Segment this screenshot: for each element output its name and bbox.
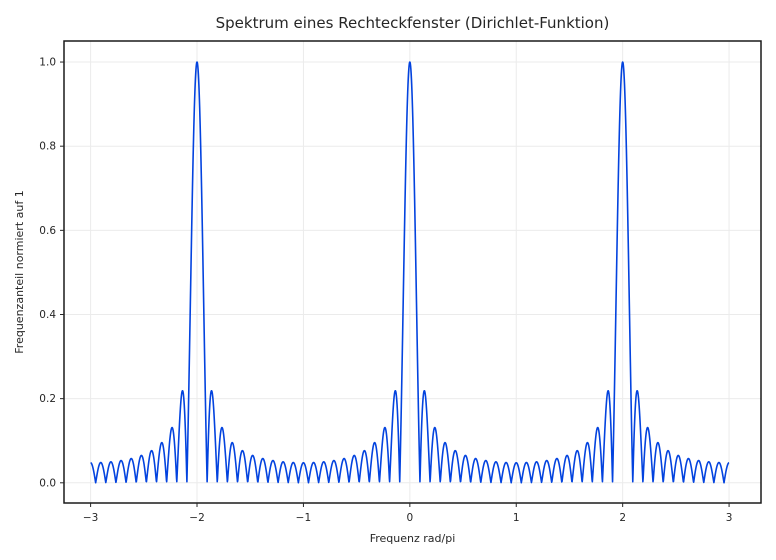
- x-axis: −3 −2 −1 0 1 2 3: [83, 503, 733, 524]
- x-tick-label: 0: [406, 512, 413, 524]
- x-tick-label: −1: [296, 512, 311, 524]
- x-tick-label: −2: [189, 512, 204, 524]
- y-tick-label: 0.4: [39, 309, 56, 321]
- series-line-0: [90, 61, 730, 484]
- y-axis: 0.0 0.2 0.4 0.6 0.8 1.0: [39, 57, 64, 489]
- x-tick-label: 1: [513, 512, 520, 524]
- y-tick-label: 0.6: [39, 225, 56, 237]
- plot-frame: [63, 40, 762, 504]
- chart-title: Spektrum eines Rechteckfenster (Dirichle…: [216, 14, 610, 32]
- x-tick-label: 2: [619, 512, 626, 524]
- grid: [64, 41, 761, 503]
- x-tick-label: −3: [83, 512, 98, 524]
- y-tick-label: 1.0: [39, 57, 56, 69]
- series-group: [90, 61, 730, 484]
- y-tick-label: 0.0: [39, 477, 56, 489]
- x-axis-label: Frequenz rad/pi: [370, 532, 456, 545]
- y-tick-label: 0.2: [39, 393, 56, 405]
- y-axis-label: Frequenzanteil normiert auf 1: [13, 190, 26, 353]
- x-tick-label: 3: [726, 512, 733, 524]
- y-tick-label: 0.8: [39, 141, 56, 153]
